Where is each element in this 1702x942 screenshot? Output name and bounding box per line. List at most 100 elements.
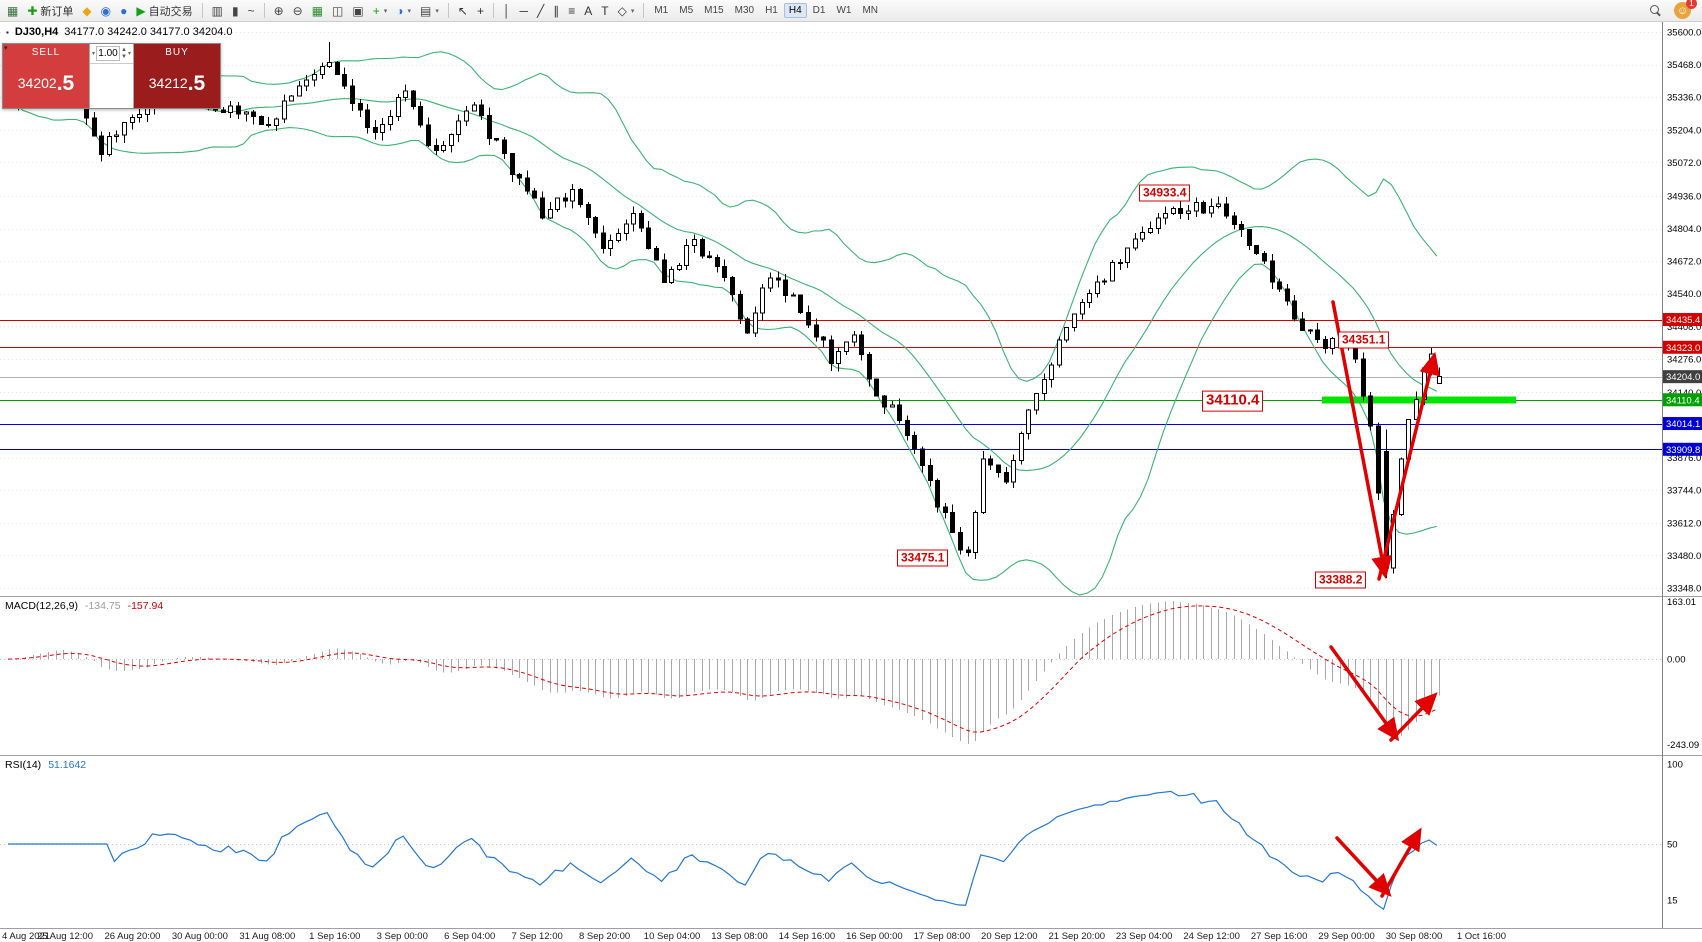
shapes-tool-button[interactable]: ◇ ▾ (614, 1, 639, 20)
periods-menu-button[interactable]: ◑ ▾ (392, 1, 415, 20)
grid-button[interactable]: ▦ (308, 1, 327, 20)
trend-arrow-rsi[interactable] (1335, 836, 1392, 897)
time-axis-label: 24 Sep 12:00 (1183, 931, 1240, 942)
trend-arrow-macd[interactable] (1329, 645, 1400, 742)
chart-window-icon[interactable]: ▦ (3, 1, 22, 20)
horizontal-line-tool-button[interactable]: ─ (515, 1, 532, 20)
zoom-out-button[interactable]: ⊖ (289, 1, 307, 20)
new-order-button[interactable]: ✚ 新订单 (23, 1, 77, 20)
timeframe-h4-button[interactable]: H4 (783, 3, 807, 18)
volume-section: ▾ ▲ ▼ ▾ (89, 44, 134, 108)
metaeditor-icon[interactable]: ◆ (78, 1, 95, 20)
trend-arrow-main[interactable] (1377, 351, 1440, 581)
price-axis-label: 33876.0 (1667, 453, 1701, 464)
add-indicator-button[interactable]: + ▾ (369, 1, 392, 20)
volume-input[interactable] (96, 46, 121, 61)
candlestick-series[interactable] (8, 41, 1442, 579)
timeframe-m30-button[interactable]: M30 (734, 5, 755, 16)
time-axis-label: 31 Aug 08:00 (239, 931, 295, 942)
trend-arrow-macd[interactable] (1389, 692, 1438, 742)
line-chart-type-button-glyph: ~ (247, 3, 255, 18)
buy-options-caret[interactable]: ▾ (127, 51, 131, 57)
time-axis-label: 8 Sep 20:00 (579, 931, 630, 942)
timeframe-m15-button[interactable]: M15 (704, 5, 724, 16)
price-annotation-34351.1[interactable]: 34351.1 (1338, 331, 1390, 349)
time-axis-label: 30 Aug 00:00 (172, 931, 228, 942)
level-price-tag-text: 34110.4 (1666, 395, 1700, 406)
trend-arrow-rsi[interactable] (1380, 827, 1422, 898)
line-chart-type-button[interactable]: ~ (244, 1, 259, 20)
volume-up-button[interactable]: ▲ (121, 46, 127, 53)
crosshair-tool-button-glyph: + (476, 3, 484, 18)
level-price-tag-text: 34204.0 (1666, 372, 1700, 383)
candlestick-chart-type-button[interactable]: ▮ (228, 1, 243, 20)
periods-menu-button-caret-icon: ▾ (407, 7, 412, 15)
templates-menu-button[interactable]: ▤ ▾ (416, 1, 443, 20)
time-axis-label: 16 Sep 00:00 (846, 931, 903, 942)
sell-button-label: SELL (31, 47, 61, 58)
level-price-tag-text: 34014.1 (1666, 419, 1700, 430)
search-icon[interactable] (1650, 4, 1662, 17)
trade-panel-collapse-arrow[interactable]: ▾ (4, 45, 8, 52)
zoom-in-button[interactable]: ⊕ (270, 1, 288, 20)
ohlc-values-text: 34177.0 34242.0 34177.0 34204.0 (64, 26, 233, 38)
toolbar-right-group: ☺ 1 (1650, 0, 1699, 19)
timeframe-w1-button[interactable]: W1 (836, 5, 852, 16)
arrange-windows-button[interactable]: ▣ (348, 1, 367, 20)
volume-down-button[interactable]: ▼ (121, 53, 127, 60)
level-price-tag (1663, 393, 1702, 407)
fibonacci-tool-button[interactable]: ≡ (564, 1, 579, 20)
price-axis-label: 34540.0 (1667, 289, 1701, 300)
timeframe-m1-button[interactable]: M1 (654, 5, 669, 16)
tile-windows-button-glyph: ◫ (332, 3, 344, 18)
timeframe-h1-button[interactable]: H1 (765, 5, 778, 16)
community-icon[interactable]: ● (116, 1, 131, 20)
timeframe-mn-button[interactable]: MN (862, 5, 879, 16)
time-axis-label: 21 Sep 20:00 (1048, 931, 1105, 942)
algo-services-icon[interactable]: ◉ (97, 1, 115, 20)
timeframe-m5-button[interactable]: M5 (679, 5, 694, 16)
rsi-title: RSI(14) (5, 759, 42, 771)
level-price-tag-text: 34435.4 (1666, 315, 1700, 326)
sell-button[interactable]: SELL 34202.5 (3, 44, 89, 108)
tile-windows-button[interactable]: ◫ (328, 1, 347, 20)
zoom-in-button-glyph: ⊕ (273, 3, 284, 18)
chart-header-icon: ▪ (6, 27, 9, 37)
time-axis-label: 7 Sep 12:00 (512, 931, 563, 942)
buy-price: 34212.5 (148, 71, 206, 95)
channel-tool-button[interactable]: ∥ (549, 1, 563, 20)
main-toolbar: ▦ ✚ 新订单 ◆ ◉ ● ▶ 自动交易 ▥ ▮ ~ ⊕ ⊖ ▦ ◫ ▣ + ▾ ◑ ▾ ▤ ▾ ↖ + │ ─ ╱ ∥ ≡ A T ◇ ▾ M1… (0, 0, 1702, 22)
bar-chart-type-button[interactable]: ▥ (208, 1, 227, 20)
autotrading-button-glyph: ▶ (136, 3, 146, 18)
sell-options-caret[interactable]: ▾ (92, 51, 96, 57)
timeframe-d1-button[interactable]: D1 (812, 5, 826, 16)
crosshair-tool-button[interactable]: + (473, 1, 488, 20)
label-tool-button[interactable]: T (597, 1, 612, 20)
community-icon-glyph: ● (120, 3, 128, 18)
time-axis-label: 3 Sep 00:00 (377, 931, 428, 942)
price-annotation-33388.2[interactable]: 33388.2 (1315, 571, 1367, 589)
macd-signal-line (7, 605, 1438, 733)
buy-button[interactable]: BUY 34212.5 (134, 44, 220, 108)
new-order-button-glyph: ✚ (27, 3, 38, 18)
price-annotation-34110.4[interactable]: 34110.4 (1202, 390, 1264, 412)
cursor-tool-button[interactable]: ↖ (454, 1, 472, 20)
level-price-tag (1663, 370, 1702, 384)
trendline-tool-button[interactable]: ╱ (533, 1, 548, 20)
time-axis-label: 17 Sep 08:00 (914, 931, 971, 942)
autotrading-button[interactable]: ▶ 自动交易 (132, 1, 196, 20)
vertical-line-tool-button[interactable]: │ (499, 1, 515, 20)
price-axis-label: 34276.0 (1667, 354, 1701, 365)
account-avatar[interactable]: ☺ 1 (1674, 0, 1697, 19)
toolbar-separator (263, 3, 265, 18)
price-axis-label: 35468.0 (1667, 60, 1701, 71)
price-annotation-33475.1[interactable]: 33475.1 (897, 549, 949, 567)
text-tool-button[interactable]: A (580, 1, 596, 20)
time-axis-label: 30 Sep 08:00 (1386, 931, 1443, 942)
price-annotation-34933.4[interactable]: 34933.4 (1139, 184, 1191, 202)
level-price-tag-text: 34323.0 (1666, 343, 1700, 354)
text-tool-button-glyph: A (584, 3, 593, 18)
price-axis-label: 34936.0 (1667, 191, 1701, 202)
